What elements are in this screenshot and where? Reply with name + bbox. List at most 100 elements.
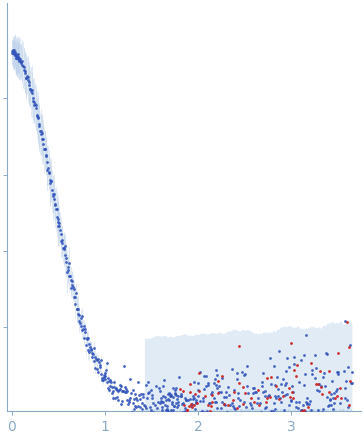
Point <box>54 205 59 212</box>
Point <box>22 69 28 76</box>
Point <box>313 431 319 437</box>
Point <box>179 392 185 399</box>
Point <box>300 407 305 414</box>
Point <box>343 427 349 434</box>
Point <box>323 382 328 389</box>
Point <box>250 385 256 392</box>
Point <box>256 435 262 437</box>
Point <box>56 222 62 229</box>
Point <box>225 401 231 408</box>
Point <box>334 369 340 376</box>
Point <box>79 313 85 320</box>
Point <box>326 401 332 408</box>
Point <box>187 396 193 403</box>
Point <box>129 409 135 416</box>
Point <box>74 305 79 312</box>
Point <box>42 146 48 153</box>
Point <box>184 407 190 414</box>
Point <box>120 388 126 395</box>
Point <box>111 384 117 391</box>
Point <box>263 398 269 405</box>
Point <box>154 414 160 421</box>
Point <box>229 365 234 372</box>
Point <box>273 395 279 402</box>
Point <box>323 349 329 356</box>
Point <box>34 113 40 120</box>
Point <box>127 394 132 401</box>
Point <box>228 421 234 428</box>
Point <box>349 380 355 387</box>
Point <box>47 177 53 184</box>
Point <box>159 404 165 411</box>
Point <box>201 372 207 379</box>
Point <box>185 419 191 426</box>
Point <box>260 424 266 431</box>
Point <box>306 415 312 422</box>
Point <box>248 416 253 423</box>
Point <box>97 362 103 369</box>
Point <box>38 131 44 138</box>
Point <box>239 412 245 419</box>
Point <box>12 49 17 56</box>
Point <box>327 368 332 375</box>
Point <box>224 416 230 423</box>
Point <box>175 392 181 399</box>
Point <box>187 380 193 387</box>
Point <box>106 387 112 394</box>
Point <box>284 368 289 375</box>
Point <box>289 397 294 404</box>
Point <box>125 400 131 407</box>
Point <box>213 399 219 406</box>
Point <box>11 48 17 55</box>
Point <box>152 402 158 409</box>
Point <box>267 409 273 416</box>
Point <box>16 57 22 64</box>
Point <box>152 410 158 417</box>
Point <box>268 407 274 414</box>
Point <box>157 399 163 406</box>
Point <box>178 392 184 399</box>
Point <box>271 362 277 369</box>
Point <box>165 390 171 397</box>
Point <box>269 373 274 380</box>
Point <box>179 400 185 407</box>
Point <box>167 409 173 416</box>
Point <box>79 326 85 333</box>
Point <box>102 373 108 380</box>
Point <box>80 326 86 333</box>
Point <box>343 378 349 385</box>
Point <box>62 252 68 259</box>
Point <box>331 390 337 397</box>
Point <box>211 412 217 419</box>
Point <box>330 395 336 402</box>
Point <box>144 395 150 402</box>
Point <box>221 394 227 401</box>
Point <box>219 399 225 406</box>
Point <box>84 334 90 341</box>
Point <box>302 429 308 436</box>
Point <box>319 391 325 398</box>
Point <box>122 388 127 395</box>
Point <box>191 395 197 402</box>
Point <box>195 379 201 386</box>
Point <box>202 393 208 400</box>
Point <box>324 394 330 401</box>
Point <box>288 397 294 404</box>
Point <box>104 378 110 385</box>
Point <box>16 55 22 62</box>
Point <box>320 436 325 437</box>
Point <box>205 402 211 409</box>
Point <box>247 417 253 424</box>
Point <box>280 412 286 419</box>
Point <box>38 128 44 135</box>
Point <box>343 394 348 401</box>
Point <box>224 409 230 416</box>
Point <box>331 416 337 423</box>
Point <box>9 49 15 56</box>
Point <box>342 317 348 324</box>
Point <box>213 381 218 388</box>
Point <box>165 406 170 413</box>
Point <box>153 382 159 389</box>
Point <box>153 412 159 419</box>
Point <box>12 51 18 58</box>
